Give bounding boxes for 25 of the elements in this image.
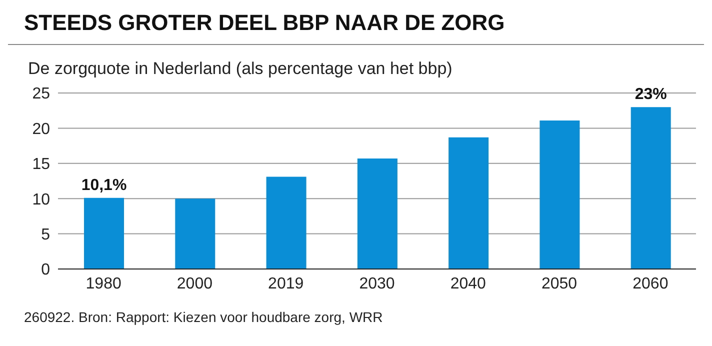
chart-subtitle: De zorgquote in Nederland (als percentage van het bbp) — [27, 58, 454, 79]
x-tick-label: 2050 — [541, 275, 578, 292]
text: 260922. Bron: Rapport: Kiezen voor houdbare zorg, WRR — [23, 308, 384, 325]
data-label: 10,1% — [81, 176, 127, 194]
x-tick-label: 2000 — [176, 275, 213, 292]
y-tick-label: 5 — [41, 226, 50, 244]
x-tick-label: 1980 — [86, 275, 122, 292]
x-tick-label: 2040 — [450, 275, 486, 292]
x-tick-label: 2060 — [632, 275, 668, 292]
bar — [448, 137, 489, 269]
data-label: 23% — [634, 86, 667, 104]
x-tick-label: 2019 — [268, 275, 304, 292]
y-tick-label: 15 — [32, 156, 50, 174]
bar — [357, 158, 398, 269]
y-tick-label: 25 — [32, 86, 50, 103]
bar — [84, 198, 124, 269]
bar — [540, 120, 580, 269]
bar — [175, 198, 216, 269]
bar — [266, 176, 306, 269]
y-tick-label: 20 — [32, 120, 50, 138]
y-tick-label: 0 — [41, 262, 50, 279]
x-tick-label: 2030 — [359, 275, 395, 292]
chart-title: STEEDS GROTER DEEL BBP NAAR DE ZORG — [8, 8, 704, 45]
bar — [630, 107, 671, 269]
y-tick-label: 10 — [32, 191, 50, 208]
